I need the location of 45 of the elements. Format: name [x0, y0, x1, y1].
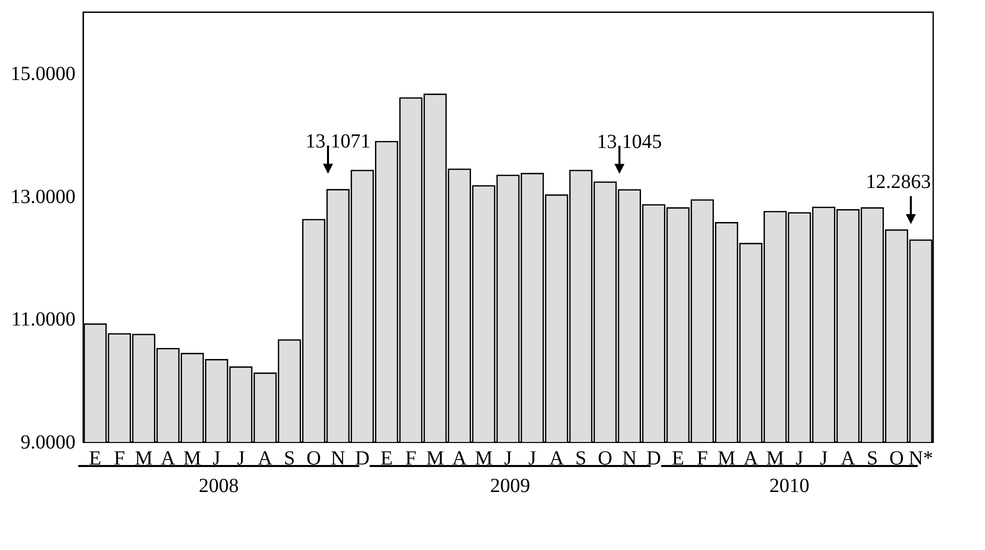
data-label: 12.2863: [866, 171, 931, 194]
x-tick-label: E: [380, 448, 393, 470]
x-tick-label: O: [598, 448, 612, 470]
x-tick-label: S: [866, 448, 878, 470]
x-tick-label: M: [426, 448, 444, 470]
x-tick-label: J: [504, 448, 512, 470]
x-tick-label: F: [114, 448, 125, 470]
x-tick-label: A: [452, 448, 468, 470]
x-tick-label: A: [549, 448, 564, 470]
x-tick-label: N: [330, 448, 346, 470]
y-tick-label: 9.0000: [20, 432, 76, 454]
x-tick-label: A: [744, 448, 759, 470]
data-label: 13.1071: [306, 130, 370, 153]
x-tick-label: E: [89, 448, 102, 470]
data-label: 13.1045: [596, 130, 662, 153]
x-tick-label: E: [672, 448, 684, 470]
x-tick-label: A: [258, 448, 273, 470]
x-tick-label: D: [646, 448, 661, 470]
x-tick-label: J: [796, 448, 804, 470]
x-tick-label: A: [160, 448, 176, 470]
x-tick-label: F: [405, 448, 416, 470]
x-tick-label: S: [575, 448, 586, 470]
x-tick-label: M: [183, 448, 202, 470]
x-tick-label: N: [622, 448, 637, 470]
x-tick-label: J: [820, 448, 828, 470]
text: 2010: [769, 475, 810, 497]
y-tick-label: 15.0000: [10, 62, 76, 85]
x-tick-label: O: [889, 448, 904, 470]
x-tick-label: J: [528, 448, 536, 470]
x-tick-label: A: [840, 448, 856, 470]
y-tick-label: 13.0000: [10, 186, 76, 208]
x-tick-label: O: [306, 448, 321, 470]
x-tick-label: N*: [908, 448, 934, 470]
y-tick-label: 11.0000: [11, 308, 76, 331]
x-tick-label: M: [474, 448, 493, 470]
x-tick-label: J: [236, 448, 245, 470]
x-tick-label: M: [718, 448, 736, 470]
text: 2009: [490, 475, 530, 497]
x-tick-label: J: [212, 448, 221, 470]
x-tick-label: S: [284, 448, 295, 470]
x-tick-label: F: [696, 448, 708, 470]
x-tick-label: D: [355, 448, 370, 470]
text: 2008: [198, 475, 239, 497]
x-tick-label: M: [766, 448, 784, 470]
x-tick-label: M: [134, 448, 153, 470]
